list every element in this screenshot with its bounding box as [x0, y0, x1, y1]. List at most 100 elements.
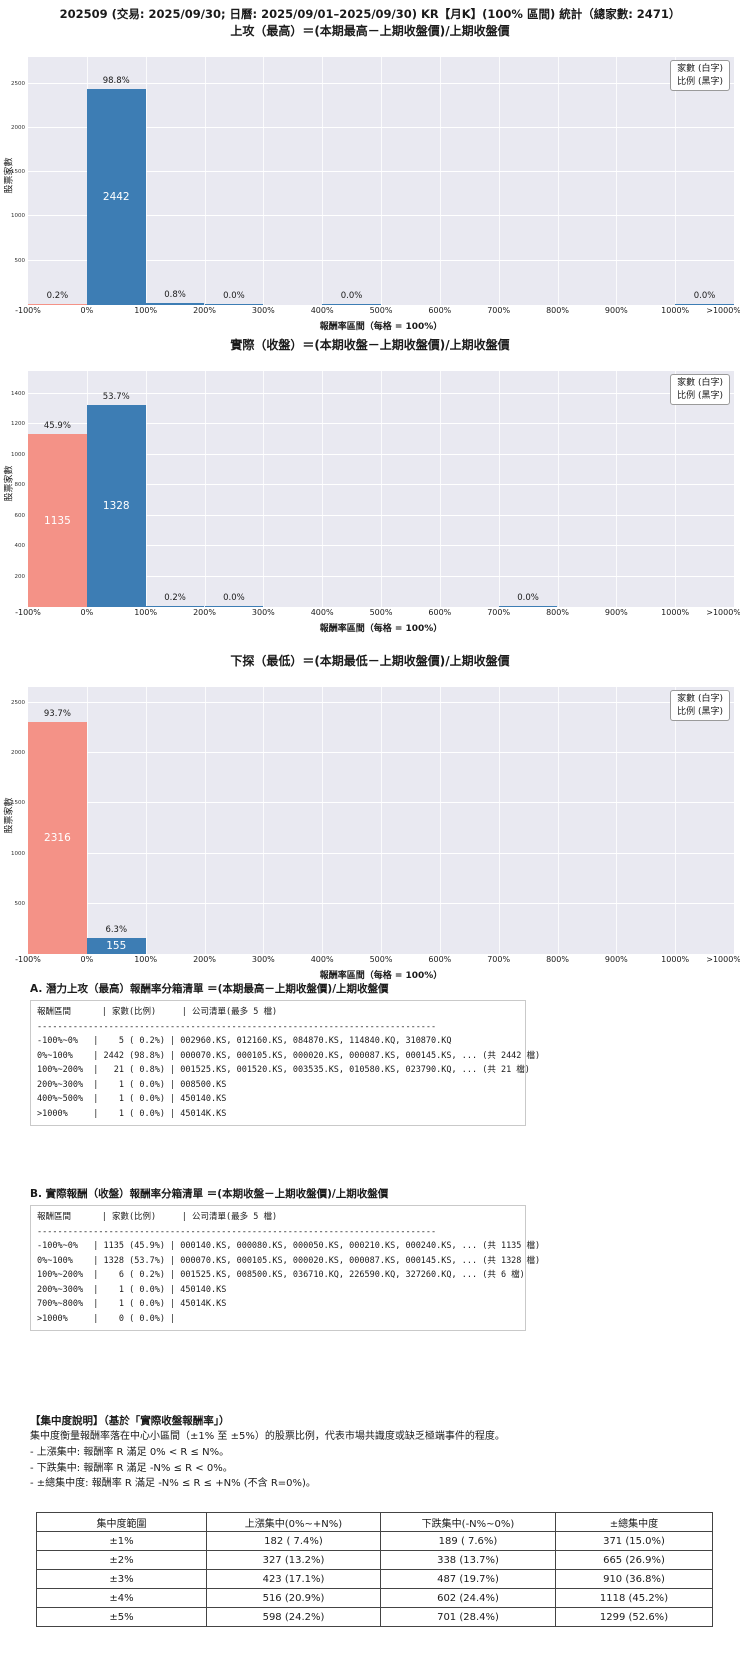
table-header-cell: 下跌集中(-N%~0%): [380, 1512, 556, 1532]
list-a-heading: A. 潛力上攻（最高）報酬率分箱清單 ＝(本期最高－上期收盤價)/上期收盤價: [30, 983, 389, 995]
list-row: 700%~800% | 1 ( 0.0%) | 45014K.KS: [37, 1299, 227, 1309]
y-tick-label: 400: [14, 543, 26, 550]
x-tick-label: 800%: [546, 608, 569, 617]
gridline-vertical: [145, 57, 147, 305]
histogram-bar: [145, 605, 205, 607]
list-row: >1000% | 1 ( 0.0%) | 45014K.KS: [37, 1108, 227, 1119]
table-cell: 1118 (45.2%): [555, 1588, 713, 1608]
plot-area: 45.9% 1135 53.7% 1328 0.2% 0.0% 0.0% 家數 (白字) 比例 …: [28, 371, 734, 607]
histogram-bar: [86, 938, 146, 954]
gridline-vertical: [204, 57, 206, 305]
x-tick-label: 0%: [80, 608, 94, 617]
bar-percent-label: 0.2%: [46, 290, 69, 301]
chart-title: 實際（收盤）＝(本期收盤－上期收盤價)/上期收盤價: [230, 338, 510, 352]
list-divider: ----------------------------------------…: [37, 1021, 437, 1032]
concentration-line: 集中度衡量報酬率落在中心小區間（±1% 至 ±5%）的股票比例，代表市場共識度或…: [30, 1431, 505, 1442]
x-axis: -100% 0% 100% 200% 300% 400% 500% 600% 700% 800% 9…: [0, 607, 740, 619]
table-cell: 327 (13.2%): [206, 1550, 381, 1570]
legend-count-line: 家數 (白字): [677, 694, 723, 704]
bar-percent-label: 0.0%: [223, 290, 245, 301]
y-tick-label: 1400: [11, 390, 25, 397]
plot-area-row: 股票家數 45.9% 1135 53.7% 1328 0.2% 0.0% 0.0% 家數 (白字…: [0, 371, 740, 607]
table-row: ±5% 598 (24.2%) 701 (28.4%) 1299 (52.6%): [36, 1607, 713, 1627]
x-tick-label: 900%: [604, 306, 628, 315]
x-tick-label: 1000%: [661, 955, 690, 964]
list-b-box: 報酬區間 | 家數(比例) | 公司清單(最多 5 檔) ------------…: [30, 1205, 541, 1331]
gridline-vertical: [322, 687, 324, 954]
gridline-vertical: [145, 371, 147, 607]
x-tick-label: 100%: [134, 608, 158, 617]
legend-box: 家數 (白字) 比例 (黑字): [670, 374, 730, 405]
y-tick-label: 2000: [11, 750, 25, 757]
x-tick-label: 900%: [604, 955, 628, 964]
list-row: -100%~0% | 1135 (45.9%) | 000140.KS, 000…: [37, 1241, 541, 1251]
x-tick-label: -100%: [15, 306, 41, 315]
chart-title: 上攻（最高）＝(本期最高－上期收盤價)/上期收盤價: [230, 24, 510, 38]
x-tick-label: 0%: [80, 955, 94, 964]
table-cell: 423 (17.1%): [206, 1569, 381, 1589]
table-cell: ±4%: [36, 1588, 207, 1608]
concentration-line: - 上漲集中: 報酬率 R 滿足 0% < R ≤ N%。: [30, 1446, 230, 1458]
gridline-vertical: [616, 57, 618, 305]
x-tick-label: 800%: [546, 306, 569, 315]
x-tick-label: 300%: [251, 306, 275, 315]
x-axis-label: 報酬率區間（每格 = 100%）: [319, 624, 443, 634]
list-row: 100%~200% | 6 ( 0.2%) | 001525.KS, 00850…: [37, 1270, 525, 1280]
table-header-cell: 集中度範圍: [36, 1512, 207, 1532]
x-tick-label: 600%: [428, 955, 452, 964]
y-tick-label: 500: [14, 257, 26, 264]
bar-count-label: 1135: [44, 514, 71, 527]
table-row: ±2% 327 (13.2%) 338 (13.7%) 665 (26.9%): [36, 1550, 713, 1570]
bar-percent-label: 45.9%: [43, 421, 71, 432]
x-tick-label: -100%: [15, 608, 41, 617]
y-tick-label: 1000: [11, 850, 25, 857]
gridline-vertical: [322, 371, 324, 607]
list-row: >1000% | 0 ( 0.0%) |: [37, 1313, 176, 1324]
list-header-row: 報酬區間 | 家數(比例) | 公司清單(最多 5 檔): [37, 1212, 278, 1222]
legend-ratio-line: 比例 (黑字): [677, 706, 723, 717]
x-tick-label: 500%: [369, 306, 393, 315]
list-row: 400%~500% | 1 ( 0.0%) | 450140.KS: [37, 1094, 227, 1104]
bar-percent-label: 0.0%: [517, 592, 539, 603]
bar-count-label: 155: [106, 940, 127, 953]
legend-ratio-line: 比例 (黑字): [677, 76, 723, 87]
histogram-bar: [28, 721, 87, 954]
x-tick-label: 900%: [604, 608, 628, 617]
legend-box: 家數 (白字) 比例 (黑字): [670, 60, 730, 91]
concentration-line: - ±總集中度: 報酬率 R 滿足 -N% ≤ R ≤ +N% (不含 R=0%…: [30, 1478, 316, 1490]
histogram-bar: [675, 303, 734, 305]
x-tick-label: >1000%: [706, 306, 740, 315]
list-row: 200%~300% | 1 ( 0.0%) | 008500.KS: [37, 1079, 227, 1090]
gridline-vertical: [86, 687, 88, 954]
list-row: 100%~200% | 21 ( 0.8%) | 001525.KS, 0015…: [37, 1065, 530, 1075]
list-divider: ----------------------------------------…: [37, 1226, 437, 1237]
histogram-bar: [145, 303, 205, 305]
bar-percent-label: 0.0%: [223, 592, 245, 603]
histogram-bar: [204, 303, 264, 305]
gridline-vertical: [263, 371, 265, 607]
x-tick-label: 700%: [487, 955, 511, 964]
x-tick-label: 200%: [193, 306, 216, 315]
plot-area-row: 股票家數 93.7% 2316 6.3% 155 家數 (白字) 比例 (黑字) 500 100…: [0, 687, 740, 954]
gridline-vertical: [675, 687, 677, 954]
y-tick-label: 1500: [11, 169, 25, 176]
y-tick-label: 1500: [11, 800, 25, 807]
gridline-vertical: [498, 687, 500, 954]
x-tick-label: 0%: [80, 306, 94, 315]
histogram-bar: [86, 88, 146, 305]
table-cell: 516 (20.9%): [206, 1588, 381, 1608]
gridline-vertical: [381, 57, 382, 305]
list-a-box: 報酬區間 | 家數(比例) | 公司清單(最多 5 檔) ------------…: [30, 1000, 540, 1126]
x-tick-label: 1000%: [661, 608, 690, 617]
x-tick-label: 300%: [251, 608, 275, 617]
x-axis-label: 報酬率區間（每格 = 100%）: [319, 971, 443, 981]
chart-upside-high: 上攻（最高）＝(本期最高－上期收盤價)/上期收盤價 股票家數 0.2% 98.8% 24…: [0, 22, 740, 332]
y-tick-label: 2500: [11, 700, 25, 707]
x-tick-label: 500%: [369, 608, 393, 617]
bar-count-label: 1328: [102, 499, 130, 512]
y-tick-label: 1000: [11, 451, 25, 458]
table-cell: 701 (28.4%): [380, 1607, 556, 1627]
concentration-lines: 集中度衡量報酬率落在中心小區間（±1% 至 ±5%）的股票比例，代表市場共識度或…: [30, 1429, 735, 1492]
table-cell: 487 (19.7%): [380, 1569, 556, 1589]
